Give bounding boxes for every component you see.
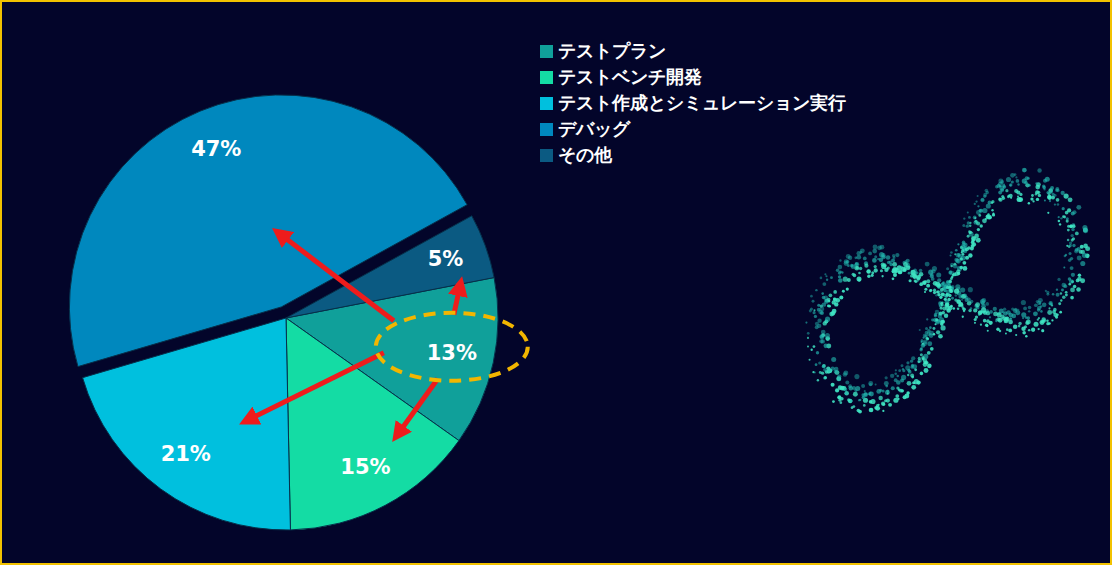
html-text:テストベンチ開発: テストベンチ開発	[558, 66, 702, 87]
html-text:その他: その他	[558, 144, 612, 165]
svg-text:47%: 47%	[191, 137, 241, 161]
html-text:デバッグ: デバッグ	[558, 118, 630, 139]
html-text:テストプラン: テストプラン	[558, 40, 666, 61]
svg-text:15%: 15%	[340, 455, 390, 479]
svg-text:5%: 5%	[428, 247, 464, 271]
html-text:テスト作成とシミュレーション実行: テスト作成とシミュレーション実行	[558, 92, 846, 113]
svg-text:13%: 13%	[427, 341, 477, 365]
svg-text:21%: 21%	[161, 442, 211, 466]
